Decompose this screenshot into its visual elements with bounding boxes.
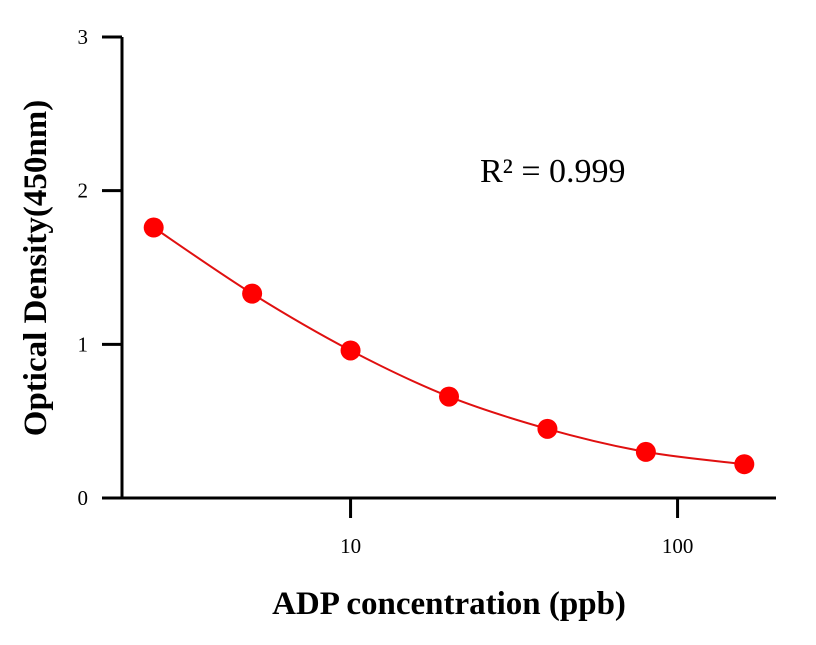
- data-point: [734, 454, 755, 475]
- r-squared-annotation: R² = 0.999: [480, 153, 626, 190]
- y-tick-label: 2: [78, 179, 89, 203]
- x-axis-title: ADP concentration (ppb): [272, 586, 626, 622]
- data-point: [340, 340, 361, 361]
- fit-curve-layer: [153, 226, 745, 466]
- data-point: [143, 217, 164, 238]
- data-point: [439, 386, 459, 407]
- x-tick-label: 10: [340, 534, 361, 558]
- y-tick-label: 1: [78, 332, 89, 356]
- data-point: [242, 283, 263, 304]
- y-tick-label: 0: [78, 486, 89, 510]
- y-axis-title: Optical Density(450nm): [18, 100, 54, 436]
- data-points: [143, 217, 755, 475]
- data-point: [537, 418, 558, 439]
- data-point: [635, 441, 656, 462]
- fit-curve: [153, 226, 745, 466]
- axes: [120, 37, 776, 500]
- x-tick-label: 100: [662, 534, 694, 558]
- ticks: 0 1 2 3 10 100: [78, 25, 694, 558]
- y-tick-label: 3: [78, 25, 89, 49]
